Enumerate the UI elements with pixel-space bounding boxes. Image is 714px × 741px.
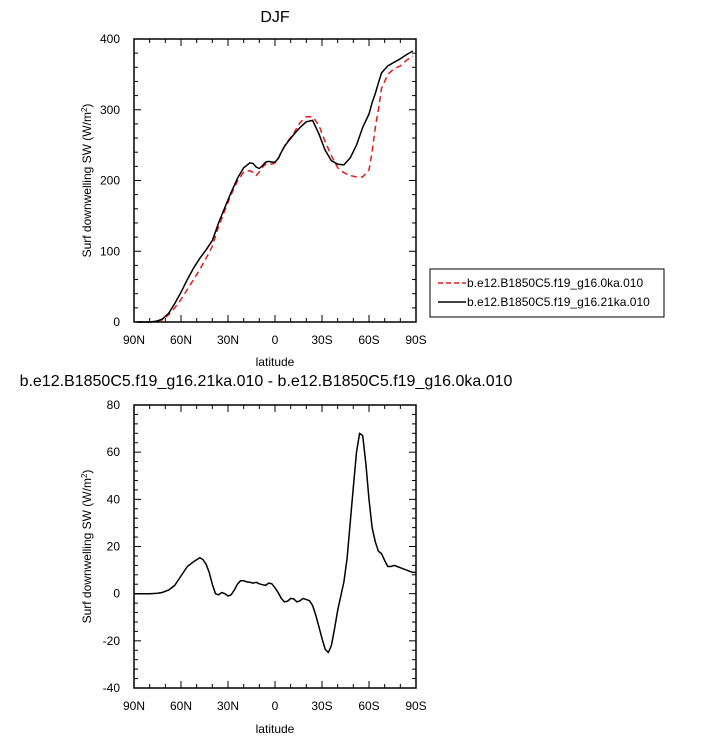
bottom-chart-ylabel: Surf downwelling SW (W/m2) bbox=[80, 470, 94, 624]
y-tick-label: 400 bbox=[100, 32, 120, 46]
bottom-chart-xlabel: latitude bbox=[256, 722, 295, 736]
y-tick-label: 60 bbox=[107, 445, 121, 459]
y-tick-label: 300 bbox=[100, 103, 120, 117]
top-chart-frame bbox=[133, 38, 417, 323]
y-tick-label: -20 bbox=[103, 634, 121, 648]
top-chart-title: DJF bbox=[260, 9, 290, 26]
x-tick-label: 30S bbox=[311, 699, 332, 713]
bottom-chart-title: b.e12.B1850C5.f19_g16.21ka.010 - b.e12.B… bbox=[20, 373, 513, 390]
x-tick-label: 90N bbox=[123, 333, 145, 347]
series-line-1-0 bbox=[134, 432, 416, 654]
y-tick-label: 0 bbox=[113, 587, 120, 601]
top-chart-xlabel: latitude bbox=[256, 355, 295, 369]
bottom-chart-frame bbox=[133, 404, 417, 689]
x-tick-label: 90S bbox=[405, 333, 426, 347]
y-tick-label: 100 bbox=[100, 244, 120, 258]
legend-label-0ka: b.e12.B1850C5.f19_g16.0ka.010 bbox=[467, 276, 643, 290]
bottom-chart-axes: 90N 60N 30N 0 30S 60S 90S -40 -20 0 20 40 60 80 bbox=[103, 398, 427, 713]
x-tick-label: 60S bbox=[358, 333, 379, 347]
x-tick-label: 0 bbox=[272, 699, 279, 713]
legend-label-21ka: b.e12.B1850C5.f19_g16.21ka.010 bbox=[467, 295, 650, 309]
top-chart-axes: 90N 60N 30N 0 30S 60S 90S 0 100 200 300 400 bbox=[100, 32, 427, 347]
x-tick-label: 60N bbox=[170, 699, 192, 713]
y-tick-label: 200 bbox=[100, 174, 120, 188]
bottom-chart: b.e12.B1850C5.f19_g16.21ka.010 - b.e12.B… bbox=[20, 373, 513, 736]
y-tick-label: 0 bbox=[113, 315, 120, 329]
x-tick-label: 60S bbox=[358, 699, 379, 713]
top-chart: DJF 90N 60N 30N 0 30S 60S 90S 0 100 200 300 400 lat… bbox=[80, 9, 665, 369]
x-tick-label: 90S bbox=[405, 699, 426, 713]
series-line-0-1 bbox=[137, 50, 414, 323]
series-line-0-0 bbox=[137, 55, 414, 323]
top-chart-legend: b.e12.B1850C5.f19_g16.0ka.010 b.e12.B185… bbox=[429, 268, 665, 318]
top-chart-ylabel: Surf downwelling SW (W/m2) bbox=[80, 104, 94, 258]
top-chart-series-group bbox=[137, 50, 414, 323]
x-tick-label: 30N bbox=[217, 333, 239, 347]
bottom-chart-series-group bbox=[134, 432, 416, 654]
x-tick-label: 60N bbox=[170, 333, 192, 347]
y-tick-label: 20 bbox=[107, 540, 121, 554]
y-tick-label: 40 bbox=[107, 492, 121, 506]
y-tick-label: -40 bbox=[103, 681, 121, 695]
x-tick-label: 90N bbox=[123, 699, 145, 713]
x-tick-label: 30N bbox=[217, 699, 239, 713]
legend-box bbox=[429, 268, 665, 318]
x-tick-label: 30S bbox=[311, 333, 332, 347]
x-tick-label: 0 bbox=[272, 333, 279, 347]
y-tick-label: 80 bbox=[107, 398, 121, 412]
